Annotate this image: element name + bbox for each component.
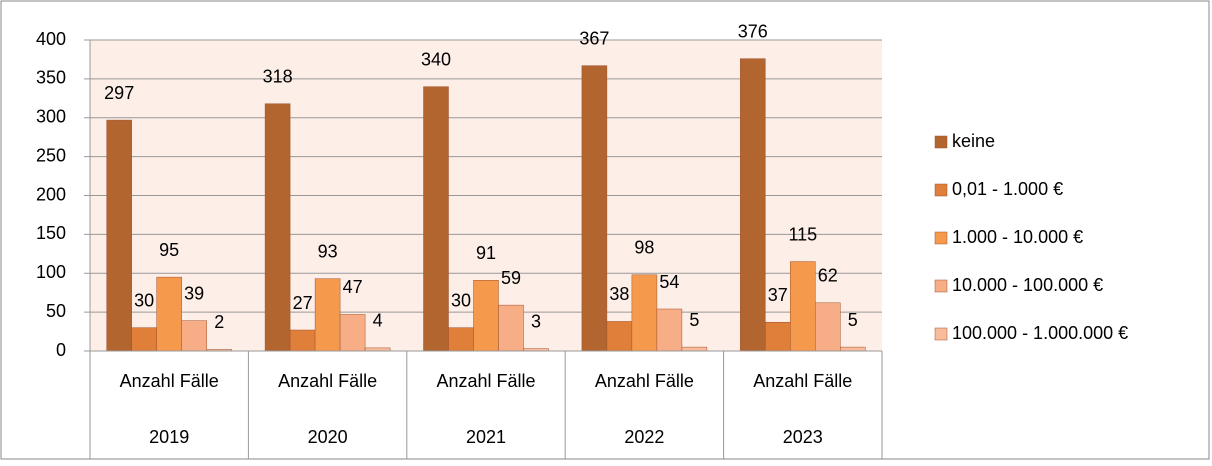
data-label: 318	[263, 67, 293, 87]
data-label: 93	[318, 241, 338, 261]
y-tick-label: 0	[56, 340, 66, 360]
x-tick-label: Anzahl Fälle	[436, 371, 535, 391]
x-tick-label: Anzahl Fälle	[753, 371, 852, 391]
y-tick-label: 350	[36, 68, 66, 88]
y-tick-label: 300	[36, 107, 66, 127]
bar	[423, 86, 449, 352]
data-label: 38	[609, 284, 629, 304]
y-tick-label: 150	[36, 223, 66, 243]
data-label: 30	[451, 290, 471, 310]
data-label: 91	[476, 243, 496, 263]
bar	[581, 65, 608, 352]
bar	[314, 278, 341, 352]
data-label: 30	[134, 290, 154, 310]
y-tick-label: 100	[36, 262, 66, 282]
data-label: 27	[293, 293, 313, 313]
data-label: 98	[634, 238, 654, 258]
bar	[156, 276, 182, 352]
data-label: 5	[848, 310, 858, 330]
data-label: 37	[768, 285, 788, 305]
y-tick-label: 250	[36, 145, 66, 165]
bar	[815, 302, 841, 352]
bar	[131, 327, 157, 352]
bar	[631, 274, 658, 352]
data-label: 3	[531, 311, 541, 331]
x-tick-label: Anzahl Fälle	[120, 371, 219, 391]
data-label: 376	[738, 21, 768, 41]
data-label: 59	[501, 268, 521, 288]
bar	[339, 314, 366, 352]
x-group-label: 2020	[308, 427, 348, 447]
data-label: 367	[579, 28, 609, 48]
x-group-label: 2021	[466, 427, 506, 447]
data-label: 95	[159, 240, 179, 260]
data-label: 47	[343, 277, 363, 297]
legend-swatch	[934, 231, 948, 245]
bar	[106, 119, 132, 352]
legend-swatch	[934, 327, 948, 341]
x-group-label: 2023	[783, 427, 823, 447]
y-tick-label: 400	[36, 29, 66, 49]
bar	[448, 327, 474, 352]
data-label: 4	[373, 311, 383, 331]
bar	[498, 304, 524, 352]
x-group-label: 2022	[624, 427, 664, 447]
x-group-label: 2019	[149, 427, 189, 447]
data-label: 39	[184, 283, 204, 303]
bar	[740, 58, 766, 352]
legend-label: 0,01 - 1.000 €	[952, 179, 1063, 199]
legend-swatch	[934, 279, 948, 293]
legend-label: 10.000 - 100.000 €	[952, 275, 1103, 295]
bar	[790, 261, 816, 352]
data-label: 2	[214, 312, 224, 332]
legend-label: 100.000 - 1.000.000 €	[952, 323, 1128, 343]
data-label: 297	[104, 83, 134, 103]
y-tick-label: 200	[36, 184, 66, 204]
legend-swatch	[934, 183, 948, 197]
data-label: 62	[818, 266, 838, 286]
data-label: 54	[659, 272, 679, 292]
x-tick-label: Anzahl Fälle	[595, 371, 694, 391]
bar	[473, 279, 499, 352]
data-label: 5	[689, 310, 699, 330]
bar	[765, 321, 791, 352]
bar	[289, 329, 316, 352]
legend-label: 1.000 - 10.000 €	[952, 227, 1083, 247]
bar	[840, 346, 866, 352]
bar	[606, 321, 633, 352]
bar	[681, 346, 708, 352]
bar	[181, 320, 207, 352]
data-label: 340	[421, 49, 451, 69]
legend-label: keine	[952, 131, 995, 151]
data-label: 115	[788, 224, 817, 244]
y-tick-label: 50	[46, 301, 66, 321]
x-tick-label: Anzahl Fälle	[278, 371, 377, 391]
legend-swatch	[934, 135, 948, 149]
bar	[656, 308, 683, 352]
bar	[264, 103, 291, 352]
